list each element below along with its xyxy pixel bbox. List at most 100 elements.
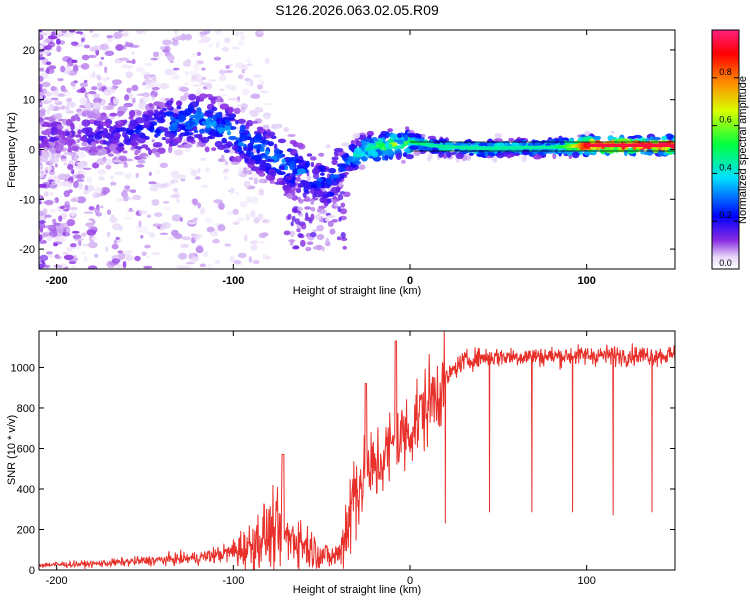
spectrogram-core-band: [590, 143, 594, 147]
spectrogram-ridge-blob: [211, 147, 217, 152]
spectrogram-noise-blob: [152, 223, 162, 227]
spectrogram-noise-blob: [63, 254, 74, 261]
spectrogram-noise-blob: [103, 89, 111, 96]
spectrogram-ridge-blob: [407, 132, 416, 138]
spectrogram-noise-blob: [238, 74, 244, 80]
spectrogram-noise-blob: [70, 81, 76, 87]
spectrogram-ridge-blob: [275, 123, 283, 129]
spectrogram-ridge-blob: [326, 179, 331, 186]
spectrogram-core-band: [583, 143, 587, 148]
spectrogram-noise-blob: [229, 84, 237, 92]
spectrogram-noise-blob: [45, 30, 52, 33]
y-tick-label: 20: [23, 45, 35, 57]
spectrogram-noise-blob: [146, 80, 154, 88]
x-tick-label: 100: [577, 575, 595, 587]
spectrogram-noise-blob: [257, 84, 263, 90]
spectrogram-ridge-blob: [63, 162, 68, 166]
spectrogram-core-band: [632, 143, 636, 147]
spectrogram-noise-blob: [66, 180, 73, 188]
spectrogram-noise-blob: [116, 263, 123, 269]
spectrogram-core-band: [560, 145, 564, 149]
spectrogram-noise-blob: [148, 181, 157, 185]
spectrogram-noise-blob: [71, 59, 78, 64]
spectrogram-noise-blob: [145, 156, 150, 159]
spectrogram-ridge-blob: [652, 147, 659, 154]
spectrogram-noise-blob: [94, 253, 99, 258]
spectrogram-core-band: [513, 146, 517, 150]
spectrogram-noise-blob: [162, 201, 170, 204]
spectrogram-noise-blob: [39, 30, 43, 33]
spectrogram-noise-blob: [169, 179, 179, 184]
spectrogram-noise-blob: [207, 263, 212, 269]
spectrogram-noise-blob: [97, 82, 103, 88]
spectrogram-core-band: [586, 143, 589, 148]
spectrogram-core-band: [441, 144, 445, 149]
spectrogram-noise-blob: [126, 87, 132, 93]
spectrogram-ridge-blob: [102, 105, 107, 111]
spectrogram-ridge-blob: [478, 142, 486, 147]
spectrogram-ridge-blob: [289, 179, 295, 184]
spectrogram-noise-blob: [47, 35, 58, 40]
spectrogram-noise-blob: [200, 157, 207, 161]
spectrogram-noise-blob: [146, 255, 150, 259]
spectrogram-noise-blob: [46, 251, 53, 255]
spectrogram-noise-blob: [250, 196, 258, 204]
spectrogram-ridge-blob: [166, 100, 173, 106]
spectrogram-noise-blob: [306, 241, 314, 245]
spectrogram-ridge-blob: [508, 137, 515, 142]
spectrogram-noise-blob: [187, 221, 197, 225]
spectrogram-noise-blob: [152, 76, 157, 82]
spectrogram-ridge-blob: [199, 93, 208, 99]
spectrogram-noise-blob: [132, 97, 136, 104]
spectrogram-noise-blob: [212, 238, 220, 244]
spectrogram-noise-blob: [171, 74, 180, 80]
spectrogram-noise-blob: [70, 198, 78, 202]
spectrogram-ridge-blob: [377, 138, 384, 143]
spectrogram-noise-blob: [239, 31, 244, 35]
spectrogram-noise-blob: [143, 265, 153, 269]
spectrogram-core-band: [539, 145, 543, 150]
spectrogram-ridge-blob: [358, 164, 366, 170]
spectrogram-noise-blob: [148, 171, 152, 176]
spectrogram-noise-blob: [239, 201, 248, 208]
spectrogram-ridge-blob: [174, 149, 184, 156]
spectrogram-noise-blob: [298, 198, 304, 204]
spectrogram-noise-blob: [86, 176, 93, 184]
spectrogram-noise-blob: [46, 108, 50, 115]
spectrogram-ridge-blob: [126, 129, 134, 135]
spectrogram-ridge-blob: [71, 145, 79, 152]
spectrogram-noise-blob: [88, 54, 97, 59]
spectrogram-core-band: [496, 146, 500, 150]
spectrogram-core-band: [431, 143, 435, 148]
spectrogram-core-band: [437, 144, 441, 148]
spectrogram-ridge-blob: [154, 111, 161, 119]
spectrogram-noise-blob: [39, 126, 43, 130]
spectrogram-noise-blob: [151, 86, 160, 91]
spectrogram-ridge-blob: [320, 172, 325, 176]
spectrogram-noise-blob: [170, 170, 179, 178]
spectrogram-ridge-blob: [235, 120, 239, 125]
spectrogram-noise-blob: [225, 65, 230, 69]
spectrogram-noise-blob: [136, 93, 145, 97]
spectrogram-noise-blob: [63, 226, 71, 234]
spectrogram-ridge-blob: [320, 209, 327, 215]
spectrogram-noise-blob: [206, 38, 212, 41]
spectrogram-ridge-blob: [165, 138, 170, 144]
spectrogram-ridge-blob: [237, 142, 245, 147]
spectrogram-ridge-blob: [375, 141, 382, 146]
spectrogram-ridge-blob: [184, 108, 193, 116]
spectrogram-noise-blob: [110, 175, 114, 180]
spectrogram-ridge-blob: [665, 133, 674, 140]
spectrogram-core-band: [486, 146, 490, 150]
spectrogram-noise-blob: [125, 71, 133, 79]
spectrogram-noise-blob: [301, 223, 307, 230]
spectrogram-noise-blob: [87, 265, 98, 269]
spectrogram-ridge-blob: [140, 97, 145, 104]
spectrogram-ridge-blob: [334, 203, 339, 207]
spectrogram-ridge-blob: [214, 133, 224, 138]
spectrogram-ridge-blob: [627, 135, 637, 140]
x-tick-label: 0: [407, 575, 413, 587]
spectrogram-ridge-blob: [46, 91, 52, 97]
spectrogram-ridge-blob: [246, 170, 253, 175]
